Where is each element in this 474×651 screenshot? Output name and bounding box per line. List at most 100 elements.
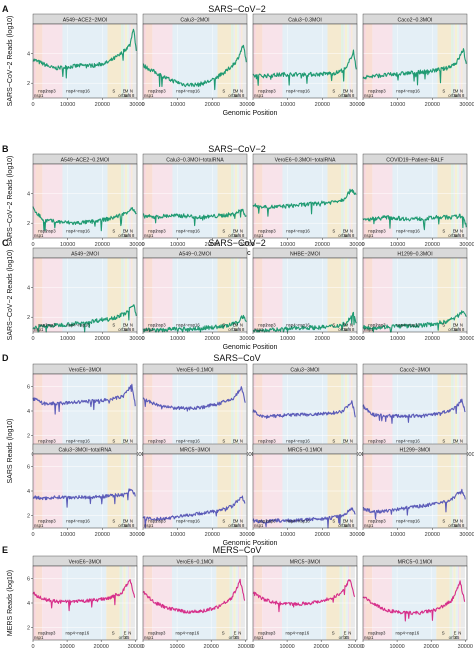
x-axis-label: Genomic Position	[223, 540, 278, 547]
region-label: 8	[462, 93, 465, 98]
region-label: E	[453, 89, 456, 94]
region-label: nsp2	[368, 89, 378, 94]
x-tick-label: 20000	[205, 102, 220, 108]
region-label: 8	[132, 93, 135, 98]
region-label: N	[350, 229, 353, 234]
row-letter: C	[2, 238, 9, 248]
genome-region-band	[172, 24, 218, 98]
x-tick-label: 10000	[60, 102, 75, 108]
region-label: 5	[127, 635, 130, 640]
genome-region-band	[132, 258, 137, 332]
region-label: orf6	[234, 93, 242, 98]
region-label: 4	[235, 635, 238, 640]
x-tick-label: 10000	[169, 644, 184, 650]
region-label: 8	[242, 327, 245, 332]
panel-frame	[362, 23, 468, 99]
region-label: M	[455, 439, 459, 444]
region-label: nsp2	[258, 439, 268, 444]
region-label: nsp2	[38, 89, 48, 94]
region-label: E	[233, 519, 236, 524]
x-tick-label: 10000	[389, 644, 404, 650]
x-tick-label: 10000	[170, 242, 185, 248]
region-label: 8	[242, 523, 245, 528]
region-label: nsp1	[144, 93, 154, 98]
genome-region-band	[462, 258, 467, 332]
genome-region-band	[231, 164, 234, 238]
x-tick-label: 10000	[59, 644, 74, 650]
region-label: S	[332, 519, 335, 524]
y-tick-label: 6	[27, 576, 30, 582]
genome-region-band	[253, 24, 256, 98]
genome-region-band	[352, 164, 357, 238]
region-label: nsp4~nsp16	[396, 631, 420, 636]
region-label: nsp1	[34, 233, 44, 238]
genome-region-band	[392, 24, 438, 98]
x-tick-label: 0	[31, 644, 34, 650]
x-tick-label: 10000	[170, 102, 185, 108]
genome-region-band	[231, 24, 234, 98]
genome-region-band	[62, 24, 108, 98]
panel-frame	[32, 257, 138, 333]
region-label: 5	[347, 635, 350, 640]
region-label: nsp4~nsp16	[286, 439, 310, 444]
region-label: orf6	[124, 233, 132, 238]
region-label: S	[442, 323, 445, 328]
genome-region-band	[253, 258, 256, 332]
genome-region-band	[457, 24, 460, 98]
region-label: S	[442, 631, 445, 636]
region-label: E	[343, 519, 346, 524]
coverage-line	[362, 310, 467, 333]
panel-title: MRC5−3MOI	[180, 447, 210, 453]
region-label: S	[332, 323, 335, 328]
region-label: nsp1	[34, 327, 44, 332]
x-tick-label: 0	[361, 102, 364, 108]
y-tick-label: 2	[27, 626, 30, 632]
genome-region-band	[242, 258, 247, 332]
panel-frame	[362, 163, 468, 239]
genome-region-band	[460, 24, 463, 98]
region-label: nsp2	[38, 631, 48, 636]
region-label: nsp3	[266, 89, 276, 94]
region-label: E	[123, 323, 126, 328]
genome-region-band	[233, 24, 235, 98]
region-label: nsp4~nsp16	[176, 229, 200, 234]
region-label: orf3a	[448, 93, 458, 98]
row-letter: D	[2, 353, 9, 363]
coverage-line	[362, 488, 466, 520]
panel-frame	[32, 163, 138, 239]
region-label: M	[345, 519, 349, 524]
y-tick-label: 4	[27, 192, 30, 198]
genome-region-band	[233, 164, 235, 238]
region-label: orf3a	[448, 523, 458, 528]
genome-region-band	[327, 258, 342, 332]
genome-region-band	[127, 164, 130, 238]
region-label: orf3a	[228, 327, 238, 332]
genome-region-band	[327, 24, 342, 98]
region-label: N	[130, 323, 133, 328]
x-tick-label: 20000	[425, 242, 440, 248]
panel-frame	[252, 565, 358, 641]
region-label: orf3a	[228, 233, 238, 238]
region-label: E	[123, 229, 126, 234]
region-label: nsp3	[46, 631, 56, 636]
genome-region-band	[42, 24, 63, 98]
region-label: M	[235, 229, 239, 234]
region-label: S	[222, 631, 225, 636]
region-label: orf6	[344, 93, 352, 98]
region-label: nsp3	[46, 89, 56, 94]
x-tick-label: 0	[31, 532, 34, 538]
genome-region-band	[344, 164, 348, 238]
coverage-panel: VeroE6−3MOInsp2nsp3nsp4~nsp16SEMNnsp1orf…	[27, 363, 145, 458]
region-label: M	[455, 89, 459, 94]
genome-region-band	[143, 258, 146, 332]
y-axis-label: SARS−CoV−2 Reads (log10)	[7, 156, 14, 247]
region-label: N	[240, 323, 243, 328]
y-tick-label: 2	[27, 315, 30, 321]
x-tick-label: 0	[251, 644, 254, 650]
region-label: orf3a	[338, 93, 348, 98]
region-label: nsp1	[34, 93, 44, 98]
genome-region-band	[121, 24, 124, 98]
